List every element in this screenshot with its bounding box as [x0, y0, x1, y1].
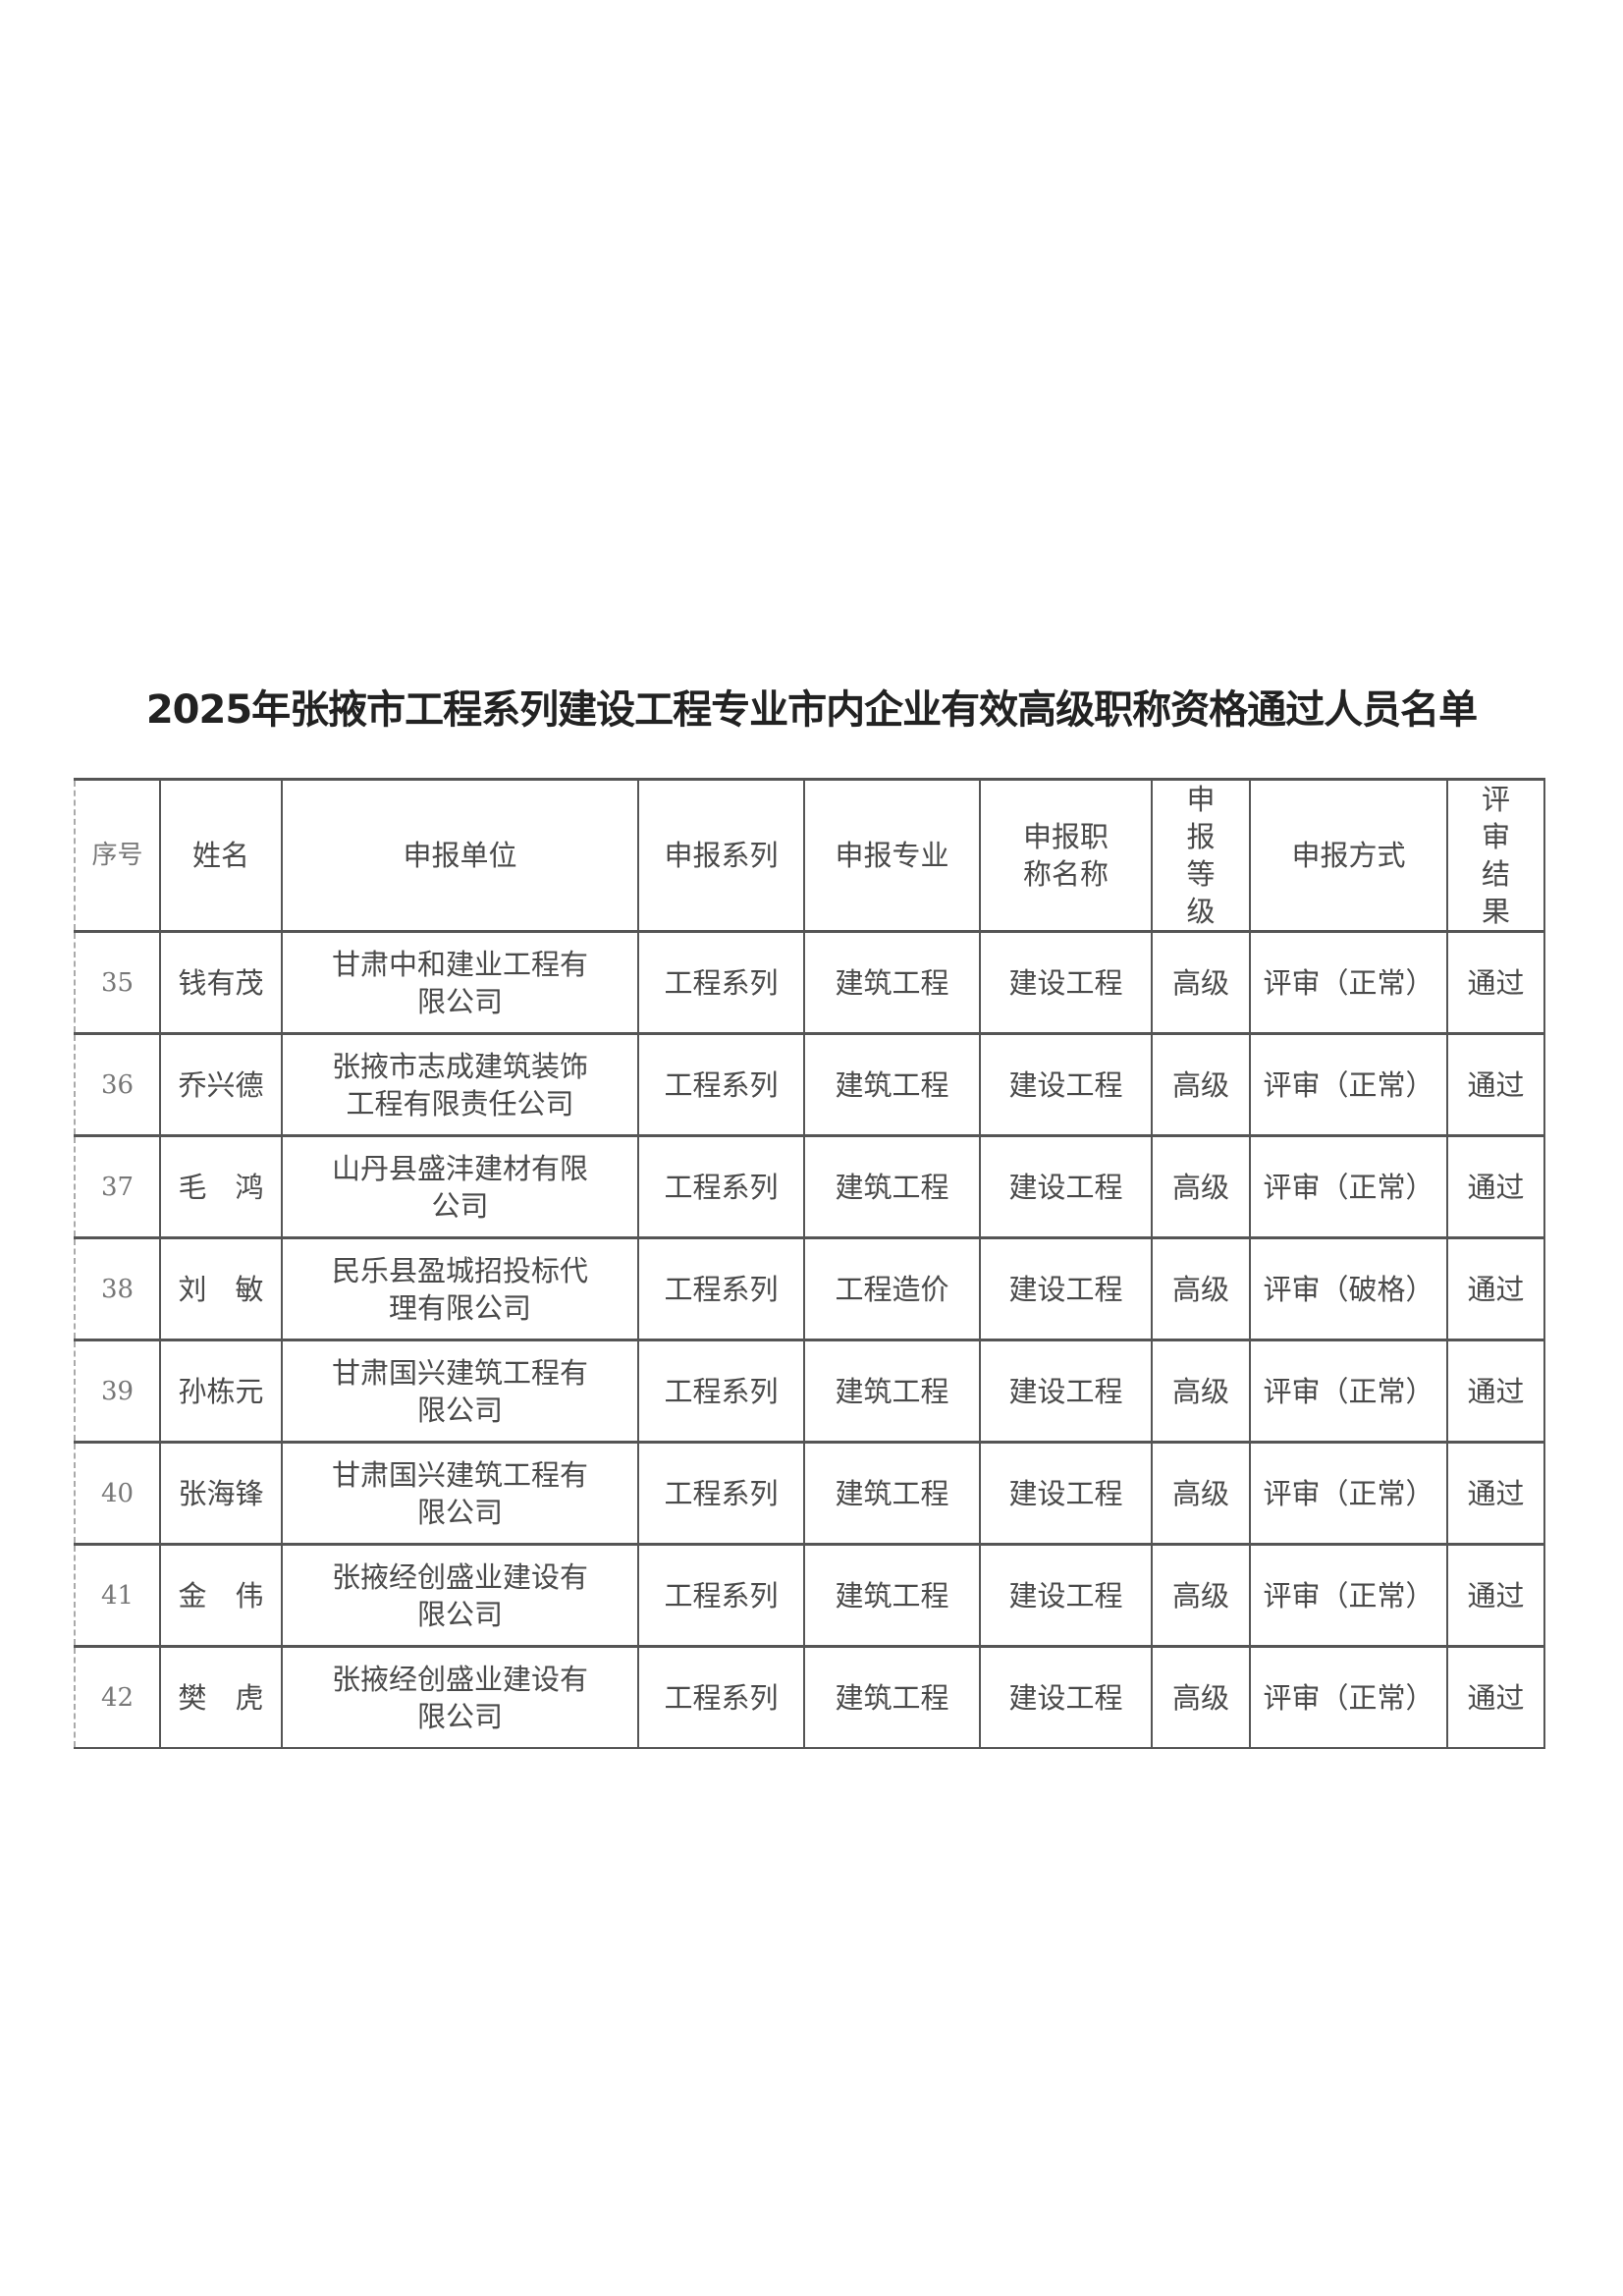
table-row: 35 钱有茂 甘肃中和建业工程有限公司 工程系列 建筑工程 建设工程 高级 评审（正常） 通过 [74, 930, 1545, 1035]
table-row: 38 刘 敏民乐县盈城招投标代理有限公司 工程系列 工程造价 建设工程 高级 评审（破格）通… [74, 1236, 1545, 1341]
cell-col-level: 高级 [1151, 1339, 1251, 1444]
cell-col-name: 孙栋元 [159, 1339, 283, 1444]
cell-col-name: 乔兴德 [159, 1032, 283, 1137]
cell-col-major: 建筑工程 [803, 1543, 981, 1648]
cell-col-unit: 甘肃中和建业工程有限公司 [281, 930, 639, 1035]
cell-col-unit: 山丹县盛沣建材有限公司 [281, 1134, 639, 1239]
cell-col-major: 建筑工程 [803, 930, 981, 1035]
cell-col-level: 高级 [1151, 1645, 1251, 1749]
cell-col-result: 通过 [1446, 1645, 1545, 1749]
cell-col-index: 39 [74, 1339, 161, 1444]
header-col-name: 姓名 [159, 778, 283, 933]
cell-col-series: 工程系列 [637, 1236, 805, 1341]
cell-col-method: 评审（破格） [1249, 1236, 1448, 1341]
cell-col-level: 高级 [1151, 1441, 1251, 1546]
results-table: 序号 姓名 申报单位 申报系列 申报专业 申报职称名称 申报等级 申报方式 评审结果 35 钱有茂… [74, 778, 1545, 1749]
cell-col-title-name: 建设工程 [979, 1339, 1153, 1444]
cell-col-series: 工程系列 [637, 1543, 805, 1648]
cell-col-major: 建筑工程 [803, 1645, 981, 1749]
cell-col-method: 评审（正常） [1249, 1134, 1448, 1239]
cell-col-index: 40 [74, 1441, 161, 1546]
cell-col-major: 建筑工程 [803, 1032, 981, 1137]
cell-col-method: 评审（正常） [1249, 1339, 1448, 1444]
cell-col-index: 42 [74, 1645, 161, 1749]
cell-col-method: 评审（正常） [1249, 1543, 1448, 1648]
cell-col-title-name: 建设工程 [979, 1543, 1153, 1648]
cell-col-level: 高级 [1151, 1236, 1251, 1341]
cell-col-title-name: 建设工程 [979, 1645, 1153, 1749]
cell-col-result: 通过 [1446, 1134, 1545, 1239]
cell-col-result: 通过 [1446, 1339, 1545, 1444]
cell-col-major: 建筑工程 [803, 1339, 981, 1444]
cell-col-result: 通过 [1446, 930, 1545, 1035]
table-row: 39 孙栋元 甘肃国兴建筑工程有限公司 工程系列 建筑工程 建设工程 高级 评审（正常） 通过 [74, 1339, 1545, 1444]
cell-col-name: 钱有茂 [159, 930, 283, 1035]
cell-col-name: 金 伟 [159, 1543, 283, 1648]
cell-col-name: 樊 虎 [159, 1645, 283, 1749]
header-col-level: 申报等级 [1151, 778, 1251, 933]
cell-col-major: 工程造价 [803, 1236, 981, 1341]
cell-col-name: 毛 鸿 [159, 1134, 283, 1239]
cell-col-level: 高级 [1151, 1543, 1251, 1648]
cell-col-result: 通过 [1446, 1032, 1545, 1137]
cell-col-method: 评审（正常） [1249, 930, 1448, 1035]
cell-col-title-name: 建设工程 [979, 1441, 1153, 1546]
cell-col-title-name: 建设工程 [979, 1032, 1153, 1137]
cell-col-method: 评审（正常） [1249, 1032, 1448, 1137]
cell-col-unit: 张掖经创盛业建设有限公司 [281, 1645, 639, 1749]
cell-col-unit: 甘肃国兴建筑工程有限公司 [281, 1441, 639, 1546]
header-col-series: 申报系列 [637, 778, 805, 933]
cell-col-unit: 甘肃国兴建筑工程有限公司 [281, 1339, 639, 1444]
cell-col-name: 张海锋 [159, 1441, 283, 1546]
cell-col-method: 评审（正常） [1249, 1441, 1448, 1546]
cell-col-level: 高级 [1151, 1134, 1251, 1239]
cell-col-unit: 张掖市志成建筑装饰工程有限责任公司 [281, 1032, 639, 1137]
cell-col-series: 工程系列 [637, 1134, 805, 1239]
header-col-index: 序号 [74, 778, 161, 933]
cell-col-title-name: 建设工程 [979, 930, 1153, 1035]
cell-col-method: 评审（正常） [1249, 1645, 1448, 1749]
table-row: 42 樊 虎张掖经创盛业建设有限公司 工程系列 建筑工程 建设工程 高级 评审（正常） 通过 [74, 1645, 1545, 1749]
header-col-unit: 申报单位 [281, 778, 639, 933]
table-row: 40 张海锋 甘肃国兴建筑工程有限公司 工程系列 建筑工程 建设工程 高级 评审（正常） 通过 [74, 1441, 1545, 1546]
cell-col-result: 通过 [1446, 1543, 1545, 1648]
cell-col-series: 工程系列 [637, 1339, 805, 1444]
cell-col-index: 36 [74, 1032, 161, 1137]
cell-col-index: 38 [74, 1236, 161, 1341]
header-col-major: 申报专业 [803, 778, 981, 933]
cell-col-major: 建筑工程 [803, 1441, 981, 1546]
cell-col-level: 高级 [1151, 930, 1251, 1035]
cell-col-result: 通过 [1446, 1236, 1545, 1341]
cell-col-name: 刘 敏 [159, 1236, 283, 1341]
cell-col-series: 工程系列 [637, 930, 805, 1035]
cell-col-index: 41 [74, 1543, 161, 1648]
cell-col-unit: 民乐县盈城招投标代理有限公司 [281, 1236, 639, 1341]
document-title: 2025年张掖市工程系列建设工程专业市内企业有效高级职称资格通过人员名单 [145, 687, 1478, 733]
header-col-result: 评审结果 [1446, 778, 1545, 933]
cell-col-level: 高级 [1151, 1032, 1251, 1137]
cell-col-series: 工程系列 [637, 1032, 805, 1137]
cell-col-index: 35 [74, 930, 161, 1035]
table-row: 37 毛 鸿山丹县盛沣建材有限公司 工程系列 建筑工程 建设工程 高级 评审（正常） 通过 [74, 1134, 1545, 1239]
cell-col-index: 37 [74, 1134, 161, 1239]
cell-col-unit: 张掖经创盛业建设有限公司 [281, 1543, 639, 1648]
table-header-row: 序号 姓名 申报单位 申报系列 申报专业 申报职称名称 申报等级 申报方式 评审结果 [74, 778, 1545, 933]
header-col-title-name: 申报职称名称 [979, 778, 1153, 933]
cell-col-series: 工程系列 [637, 1645, 805, 1749]
cell-col-result: 通过 [1446, 1441, 1545, 1546]
cell-col-title-name: 建设工程 [979, 1134, 1153, 1239]
cell-col-major: 建筑工程 [803, 1134, 981, 1239]
cell-col-series: 工程系列 [637, 1441, 805, 1546]
table-row: 41 金 伟张掖经创盛业建设有限公司 工程系列 建筑工程 建设工程 高级 评审（正常） 通过 [74, 1543, 1545, 1648]
table-row: 36 乔兴德 张掖市志成建筑装饰工程有限责任公司 工程系列 建筑工程 建设工程 高级 评审（正… [74, 1032, 1545, 1137]
header-col-method: 申报方式 [1249, 778, 1448, 933]
cell-col-title-name: 建设工程 [979, 1236, 1153, 1341]
